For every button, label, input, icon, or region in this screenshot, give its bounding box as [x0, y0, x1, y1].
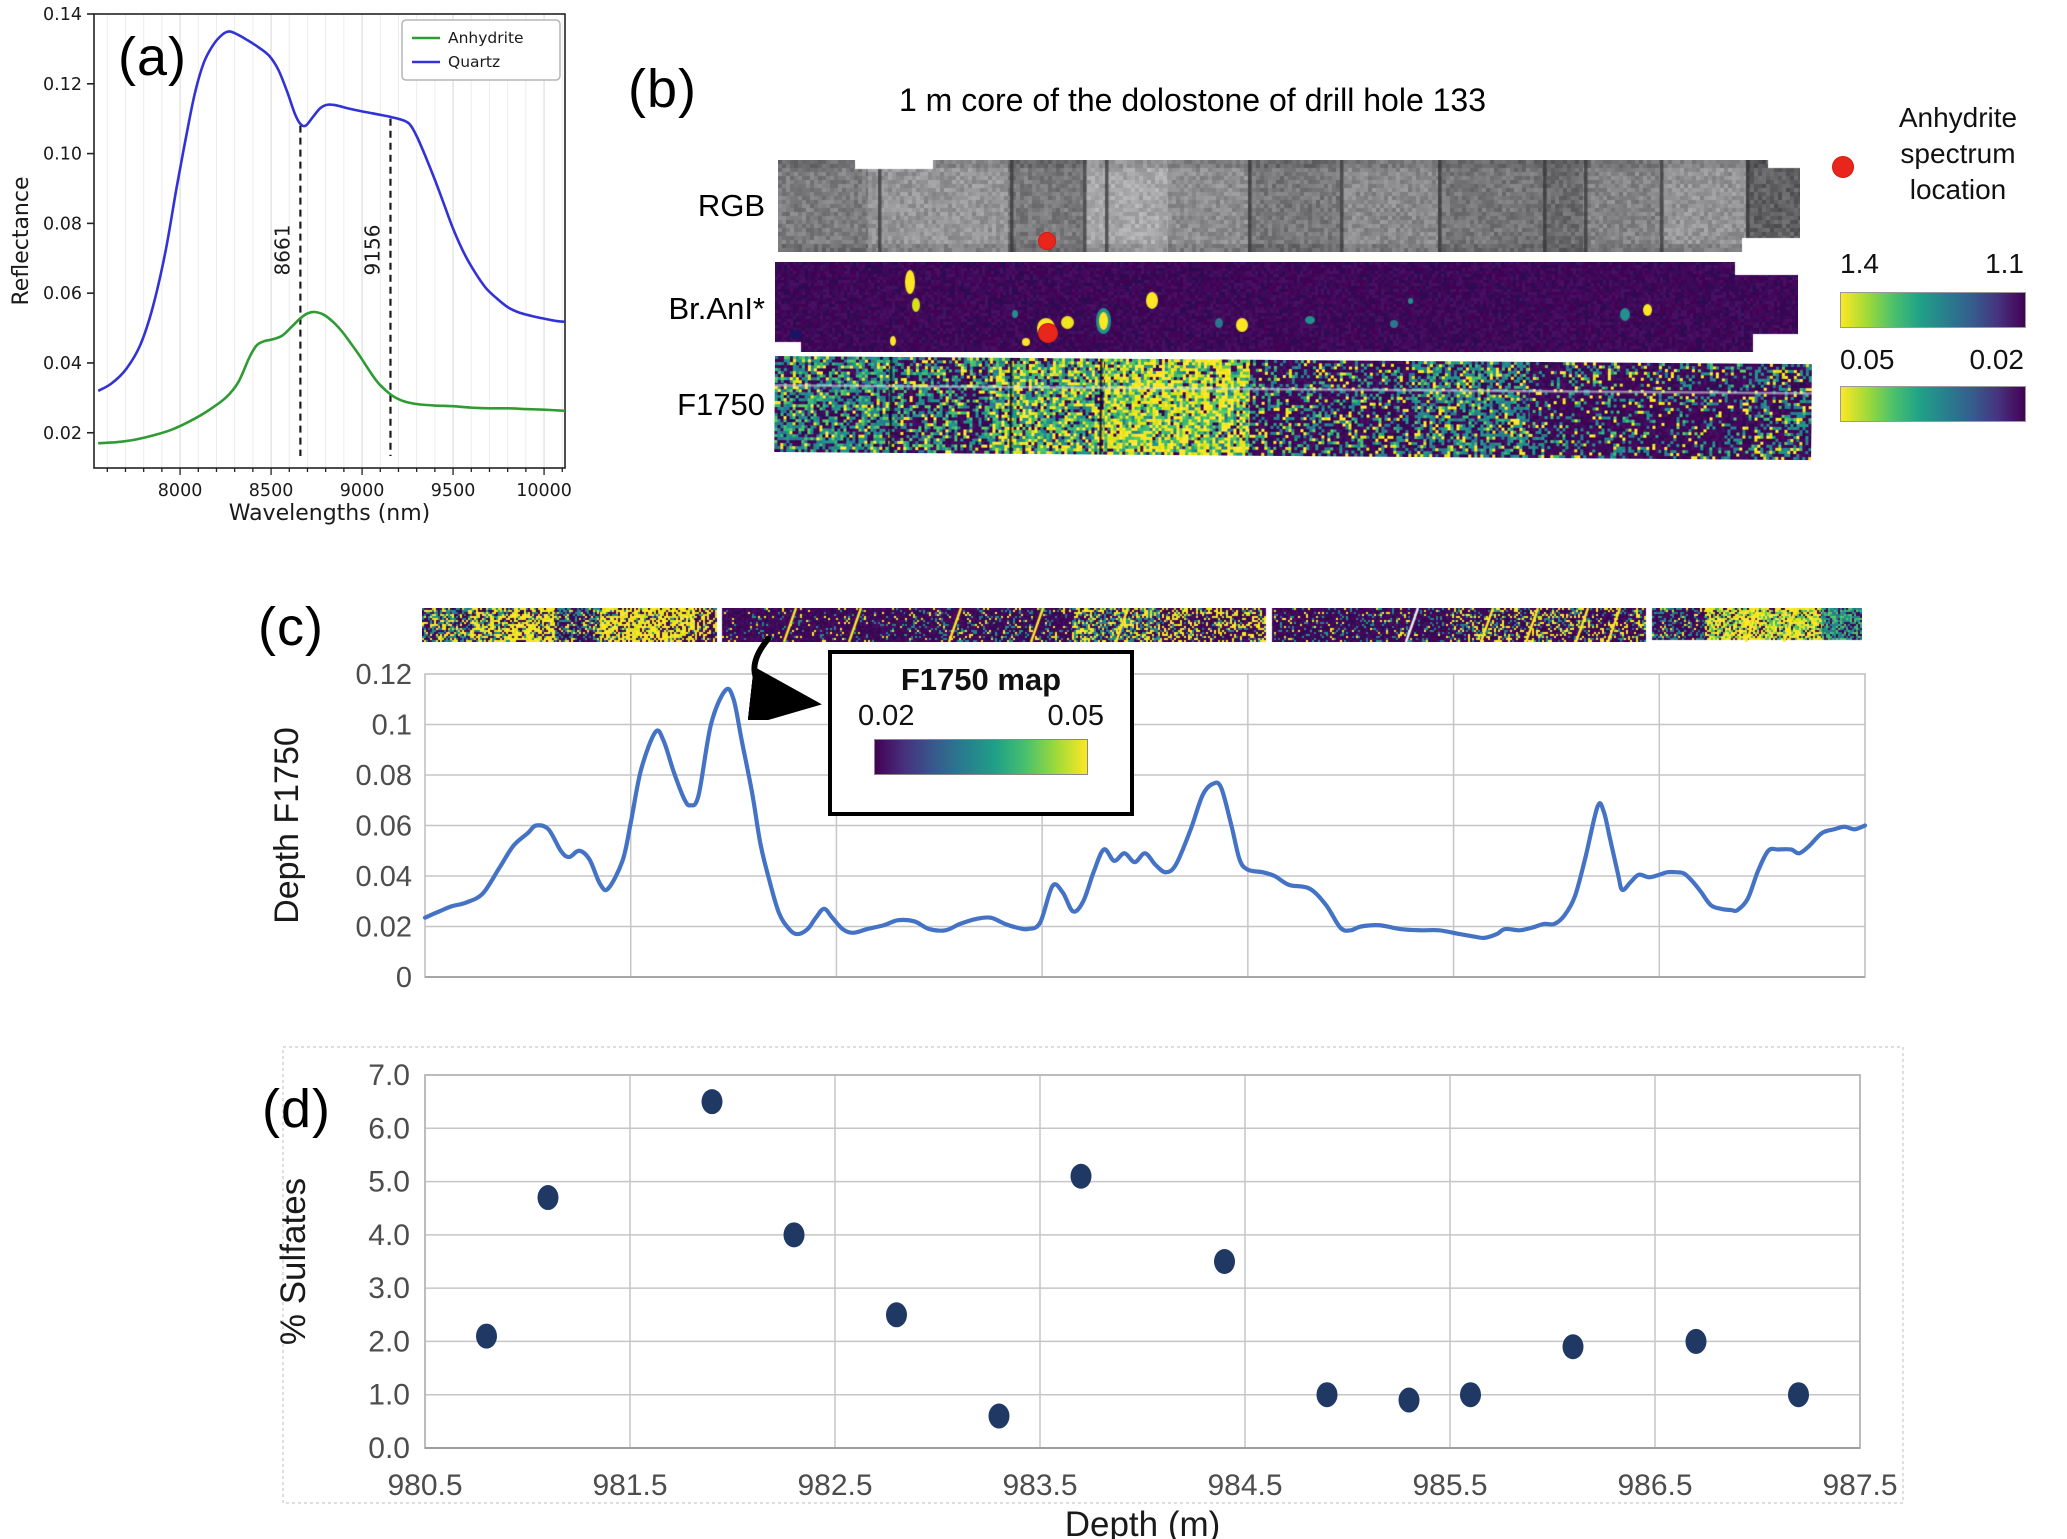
sulfate-data-point	[701, 1089, 723, 1115]
axes-box	[93, 13, 566, 469]
anhydrite-legend-dot	[1832, 156, 1854, 178]
sulfate-data-point	[1562, 1334, 1584, 1360]
y-tick-label: 0.14	[43, 5, 82, 25]
legend-label: Anhydrite	[448, 29, 524, 47]
brani-map-strip	[775, 262, 1798, 352]
axes-box	[424, 1074, 1861, 1449]
x-tick-label: 982.5	[797, 1469, 872, 1502]
sulfate-data-point	[1070, 1163, 1092, 1189]
inset-colorbar	[874, 739, 1088, 775]
annotation-label: 8661	[270, 225, 294, 276]
row-label-rgb: RGB	[697, 188, 765, 223]
sulfate-data-point	[1316, 1382, 1338, 1408]
sulfate-data-point	[988, 1403, 1010, 1429]
y-tick-label: 0.0	[368, 1432, 410, 1465]
sulfate-data-point	[476, 1323, 497, 1349]
y-tick-label: 4.0	[368, 1219, 410, 1252]
y-tick-label: 7.0	[368, 1059, 410, 1092]
sulfate-data-point	[1788, 1382, 1809, 1408]
y-axis-title: Reflectance	[9, 176, 34, 305]
series-quartz	[97, 30, 566, 393]
x-tick-label: 987.5	[1822, 1469, 1897, 1502]
inset-title: F1750 map	[900, 662, 1062, 697]
sulfate-data-point	[537, 1185, 559, 1211]
panel-a-label: (a)	[118, 27, 187, 87]
x-tick-label: 983.5	[1002, 1469, 1077, 1502]
sulfate-data-point	[1214, 1249, 1235, 1274]
rgb-core-strip	[778, 160, 1800, 252]
y-tick-label: 1.0	[368, 1379, 410, 1412]
x-tick-label: 985.5	[1412, 1469, 1487, 1502]
f1750-map-strip-c	[422, 608, 1862, 642]
colorbar-bottom-left-value: 0.05	[1840, 344, 1895, 375]
colorbar-brani	[1840, 292, 2026, 328]
row-label-f1750: F1750	[677, 387, 765, 422]
x-tick-label: 9500	[431, 481, 476, 501]
inset-min-value: 0.02	[858, 700, 915, 732]
x-axis-title: Wavelengths (nm)	[229, 501, 431, 526]
anhydrite-location-dot-brani	[1038, 323, 1058, 343]
core-title: 1 m core of the dolostone of drill hole …	[898, 82, 1487, 118]
x-tick-label: 986.5	[1617, 1469, 1692, 1502]
x-tick-label: 8500	[249, 481, 294, 501]
arrow-to-inset	[747, 636, 822, 720]
y-tick-label: 2.0	[368, 1325, 410, 1358]
f1750-map-strip-b	[774, 356, 1812, 461]
sulfate-data-point	[783, 1222, 805, 1248]
sulfate-data-point	[1398, 1387, 1420, 1413]
y-tick-label: 0.06	[43, 284, 82, 304]
colorbar-bottom-labels: 0.05 0.02	[1840, 344, 2024, 376]
anhydrite-legend-text: Anhydrite spectrum location	[1898, 102, 2018, 205]
y-axis-title: % Sulfates	[274, 1178, 313, 1345]
colorbar-top-right-value: 1.1	[1985, 248, 2024, 279]
panel-c-label: (c)	[258, 597, 324, 657]
anhydrite-location-dot-rgb	[1038, 232, 1056, 250]
y-tick-label: 0.02	[43, 424, 82, 444]
y-tick-label: 0.02	[356, 912, 412, 944]
y-tick-label: 0.12	[43, 75, 82, 95]
panel-d-label: (d)	[262, 1079, 331, 1139]
y-tick-label: 0	[396, 962, 412, 994]
x-tick-label: 984.5	[1207, 1469, 1282, 1502]
y-tick-label: 3.0	[368, 1272, 410, 1305]
chart-area-border	[282, 1046, 1904, 1504]
x-axis-title: Depth (m)	[1065, 1505, 1221, 1539]
y-tick-label: 6.0	[368, 1112, 410, 1145]
x-tick-label: 980.5	[387, 1469, 462, 1502]
f1750-map-legend-inset: F1750 map 0.02 0.05	[828, 650, 1134, 816]
f1750-depth-curve	[422, 686, 1868, 941]
sulfate-data-point	[1460, 1382, 1481, 1408]
colorbar-f1750	[1840, 386, 2026, 422]
legend-label: Quartz	[448, 53, 500, 71]
legend-box	[401, 19, 561, 81]
panel-b-label: (b)	[628, 59, 697, 119]
row-label-brani: Br.AnI*	[668, 291, 766, 326]
y-tick-label: 0.08	[356, 760, 412, 792]
colorbar-bottom-right-value: 0.02	[1969, 344, 2025, 375]
y-tick-label: 5.0	[368, 1166, 410, 1199]
colorbar-top-left-value: 1.4	[1840, 248, 1879, 279]
y-tick-label: 0.04	[356, 861, 412, 893]
y-tick-label: 0.1	[372, 710, 412, 742]
y-tick-label: 0.08	[43, 214, 82, 234]
inset-max-value: 0.05	[1047, 700, 1104, 732]
sulfate-data-point	[1685, 1328, 1707, 1354]
sulfate-data-point	[886, 1302, 907, 1328]
x-tick-label: 9000	[340, 481, 385, 501]
y-tick-label: 0.10	[43, 145, 82, 165]
colorbar-top-labels: 1.4 1.1	[1840, 248, 2024, 280]
x-tick-label: 10000	[516, 481, 572, 501]
x-tick-label: 8000	[158, 481, 203, 501]
y-tick-label: 0.12	[356, 659, 412, 691]
inset-scale-values: 0.02 0.05	[832, 698, 1130, 733]
annotation-label: 9156	[360, 225, 384, 276]
series-anhydrite	[98, 310, 566, 445]
y-axis-title: Depth F1750	[268, 727, 306, 924]
y-tick-label: 0.06	[356, 811, 412, 843]
y-tick-label: 0.04	[43, 354, 82, 374]
x-tick-label: 981.5	[592, 1469, 667, 1502]
